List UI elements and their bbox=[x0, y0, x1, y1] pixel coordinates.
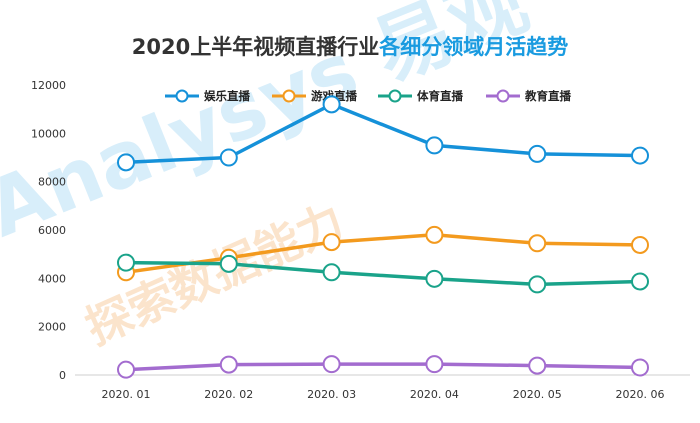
data-point bbox=[117, 253, 135, 272]
legend-marker bbox=[388, 89, 402, 103]
data-point bbox=[631, 272, 649, 291]
data-point bbox=[322, 233, 341, 252]
legend-item: 教育直播 bbox=[486, 89, 571, 103]
data-point bbox=[322, 355, 341, 374]
data-point bbox=[425, 269, 444, 288]
data-point bbox=[528, 275, 547, 294]
series bbox=[117, 95, 649, 172]
legend-marker bbox=[282, 89, 296, 103]
legend: 娱乐直播 游戏直播 体育直播 教育直播 bbox=[165, 89, 571, 103]
legend-marker bbox=[496, 89, 510, 103]
legend-marker bbox=[175, 89, 189, 103]
y-tick-label: 10000 bbox=[31, 127, 66, 140]
chart-title-accent: 各细分领域月活趋势 bbox=[378, 35, 568, 59]
x-tick-label: 2020. 03 bbox=[307, 388, 356, 401]
data-point bbox=[631, 146, 649, 165]
x-tick-label: 2020. 04 bbox=[410, 388, 459, 401]
legend-label: 娱乐直播 bbox=[204, 89, 250, 103]
data-point bbox=[219, 254, 238, 273]
data-point bbox=[631, 235, 649, 254]
legend-item: 游戏直播 bbox=[272, 89, 357, 103]
y-tick-label: 8000 bbox=[38, 176, 66, 189]
data-point bbox=[322, 263, 341, 282]
series-line bbox=[125, 102, 641, 165]
data-point bbox=[117, 360, 135, 379]
data-point bbox=[528, 356, 547, 375]
data-point bbox=[425, 136, 444, 155]
x-tick-label: 2020. 05 bbox=[513, 388, 562, 401]
data-point bbox=[219, 148, 238, 167]
data-point bbox=[425, 355, 444, 374]
y-tick-label: 0 bbox=[59, 369, 66, 382]
series-layer bbox=[117, 95, 649, 379]
legend-item: 娱乐直播 bbox=[165, 89, 250, 103]
legend-label: 体育直播 bbox=[417, 89, 463, 103]
data-point bbox=[631, 358, 649, 377]
chart-title-main: 2020上半年视频直播行业 bbox=[132, 35, 379, 59]
data-point bbox=[322, 95, 341, 114]
x-tick-label: 2020. 06 bbox=[616, 388, 665, 401]
series bbox=[117, 355, 649, 379]
x-tick-label: 2020. 02 bbox=[204, 388, 253, 401]
legend-label: 教育直播 bbox=[524, 89, 571, 103]
x-tick-label: 2020. 01 bbox=[102, 388, 151, 401]
series-line bbox=[125, 233, 641, 275]
y-tick-label: 4000 bbox=[38, 272, 66, 285]
y-tick-label: 12000 bbox=[31, 79, 66, 92]
series-line bbox=[125, 260, 641, 287]
legend-item: 体育直播 bbox=[378, 89, 463, 103]
data-point bbox=[219, 355, 238, 374]
y-tick-label: 6000 bbox=[38, 224, 66, 237]
data-point bbox=[425, 225, 444, 244]
data-point bbox=[528, 234, 547, 253]
y-axis-ticks: 0 2000 4000 6000 8000 10000 12000 bbox=[31, 79, 66, 382]
data-point bbox=[528, 144, 547, 163]
y-tick-label: 2000 bbox=[38, 321, 66, 334]
x-axis-ticks: 2020. 01 2020. 02 2020. 03 2020. 04 2020. 05… bbox=[102, 388, 665, 401]
data-point bbox=[117, 153, 135, 172]
series-line bbox=[125, 362, 641, 372]
chart-title: 2020上半年视频直播行业各细分领域月活趋势 bbox=[132, 35, 568, 59]
series bbox=[117, 253, 649, 294]
